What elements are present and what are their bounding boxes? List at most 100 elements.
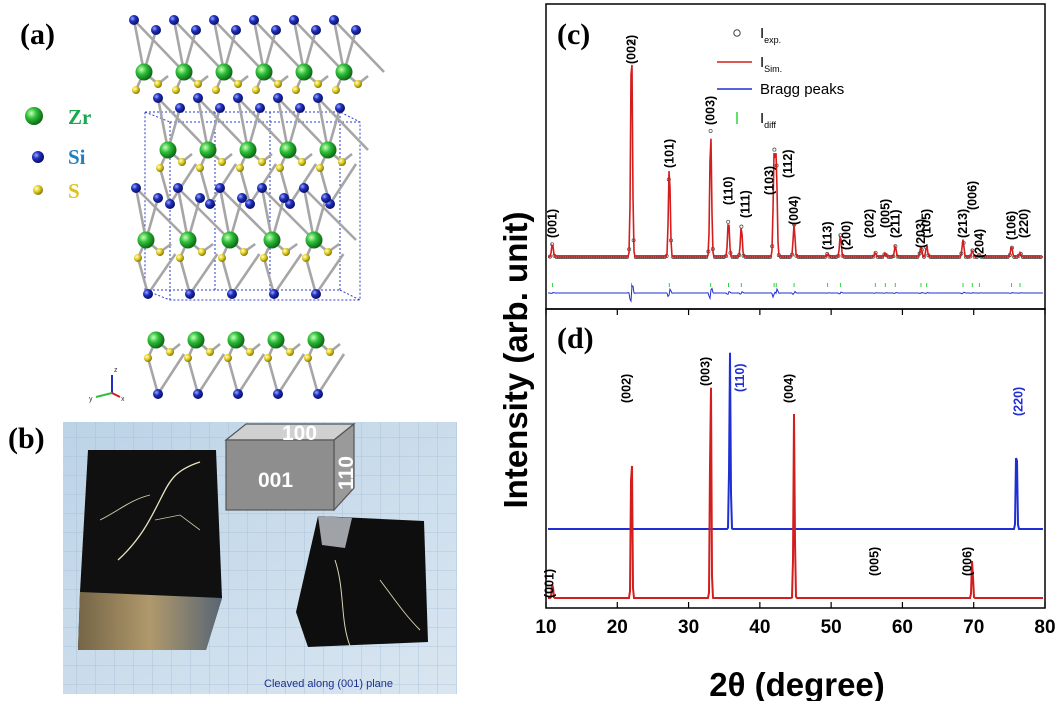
s-atom <box>172 86 180 94</box>
hkl-label: (112) <box>781 150 795 179</box>
zr-atom <box>221 231 239 249</box>
crystal-lattice <box>129 15 385 399</box>
s-atom <box>218 254 226 262</box>
si-atom <box>311 25 321 35</box>
hkl-label: (101) <box>662 139 676 168</box>
zr-atom <box>187 331 205 349</box>
s-atom <box>132 86 140 94</box>
s-atom <box>292 86 300 94</box>
hkl-label: (002) <box>620 374 634 403</box>
si-atom <box>335 103 345 113</box>
hkl-label: (002) <box>625 35 639 64</box>
s-atom <box>316 164 324 172</box>
s-atom <box>276 164 284 172</box>
zr-atom <box>137 231 155 249</box>
panel-d-hkl-labels: (001) (002) (003) (004) (005) (006) (110) (220) <box>542 357 1025 598</box>
panel-d-label: (d) <box>557 322 594 355</box>
si-atom <box>233 389 243 399</box>
legend-bragg-label: Bragg peaks <box>760 81 844 98</box>
hkl-label: (211) <box>888 210 902 239</box>
zr-atom <box>335 63 353 81</box>
s-atom <box>156 164 164 172</box>
small-crystal <box>296 516 428 647</box>
hkl-label: (202) <box>862 209 876 238</box>
si-atom <box>351 25 361 35</box>
si-atom <box>329 15 339 25</box>
s-atom <box>338 158 346 166</box>
si-legend-label: Si <box>68 145 86 169</box>
panel-b-label: (b) <box>8 422 45 455</box>
si-atom <box>255 103 265 113</box>
s-atom <box>302 254 310 262</box>
x-tick-label: 30 <box>678 617 699 638</box>
y-axis-arrow <box>95 392 113 398</box>
xrd-plots: Intensity (arb. unit) (c) Iexp. ISim. Br… <box>497 3 1056 701</box>
s-atom <box>260 254 268 262</box>
zr-atom <box>295 63 313 81</box>
s-atom <box>274 80 282 88</box>
panel-d-plot-area: (001) (002) (003) (004) (005) (006) (110) (220) <box>542 352 1043 599</box>
si-atom <box>205 199 215 209</box>
si-atom <box>193 389 203 399</box>
photo-caption: Cleaved along (001) plane <box>264 678 393 690</box>
panel-a-crystal-structure: (a) Zr Si S z y <box>20 15 385 403</box>
hkl-label: (003) <box>699 357 713 386</box>
s-atom <box>326 348 334 356</box>
zr-atom <box>263 231 281 249</box>
si-atom <box>193 93 203 103</box>
si-atom <box>191 25 201 35</box>
si-atom <box>131 183 141 193</box>
zr-legend-sphere <box>25 107 43 125</box>
si-atom <box>273 93 283 103</box>
panel-a-label: (a) <box>20 18 55 51</box>
si-atom <box>215 183 225 193</box>
s-atom <box>236 164 244 172</box>
zr-atom <box>239 141 257 159</box>
si-atom <box>175 103 185 113</box>
hkl-label: (001) <box>542 569 556 598</box>
hkl-label: (105) <box>920 209 934 238</box>
si-atom <box>185 289 195 299</box>
si-atom <box>237 193 247 203</box>
s-legend-sphere <box>33 185 43 195</box>
si-atom <box>279 193 289 203</box>
reference-series-red <box>548 387 1043 599</box>
s-atom <box>198 248 206 256</box>
hkl-label: (220) <box>1017 209 1031 238</box>
lattice-layer <box>131 183 357 299</box>
s-atom <box>196 164 204 172</box>
s-atom <box>224 354 232 362</box>
si-atom <box>313 389 323 399</box>
hkl-label: (004) <box>782 374 796 403</box>
x-axis-title: 2θ (degree) <box>709 666 885 701</box>
s-atom <box>246 348 254 356</box>
panel-c-label: (c) <box>557 18 590 51</box>
s-atom <box>134 254 142 262</box>
s-atom <box>212 86 220 94</box>
zr-atom <box>227 331 245 349</box>
x-tick-label: 60 <box>892 617 913 638</box>
panel-c-frame <box>545 3 1046 310</box>
s-atom <box>258 158 266 166</box>
hkl-label: (113) <box>821 222 835 251</box>
panel-c-plot-area: (001) (002) (101) (003) (110) (111) (103) (112)… <box>545 35 1043 303</box>
y-axis-label: y <box>89 396 93 403</box>
legend-exp-label: Iexp. <box>760 25 781 45</box>
x-tick-label: 50 <box>821 617 842 638</box>
x-tick-label: 80 <box>1034 617 1055 638</box>
panel-b-crystal-photo: (b) 100 001 110 Cleaved along (001) plan… <box>8 422 457 694</box>
si-atom <box>299 183 309 193</box>
x-tick-label: 10 <box>535 617 556 638</box>
si-atom <box>153 193 163 203</box>
exp-point <box>739 224 744 229</box>
hkl-label: (110) <box>722 177 736 206</box>
zr-legend-label: Zr <box>68 105 91 129</box>
cube-face-100: 100 <box>282 422 317 445</box>
si-atom <box>257 183 267 193</box>
zr-atom <box>255 63 273 81</box>
atom-legend: Zr Si S <box>25 105 91 203</box>
s-atom <box>264 354 272 362</box>
hkl-label: (204) <box>972 229 986 258</box>
s-atom <box>282 248 290 256</box>
